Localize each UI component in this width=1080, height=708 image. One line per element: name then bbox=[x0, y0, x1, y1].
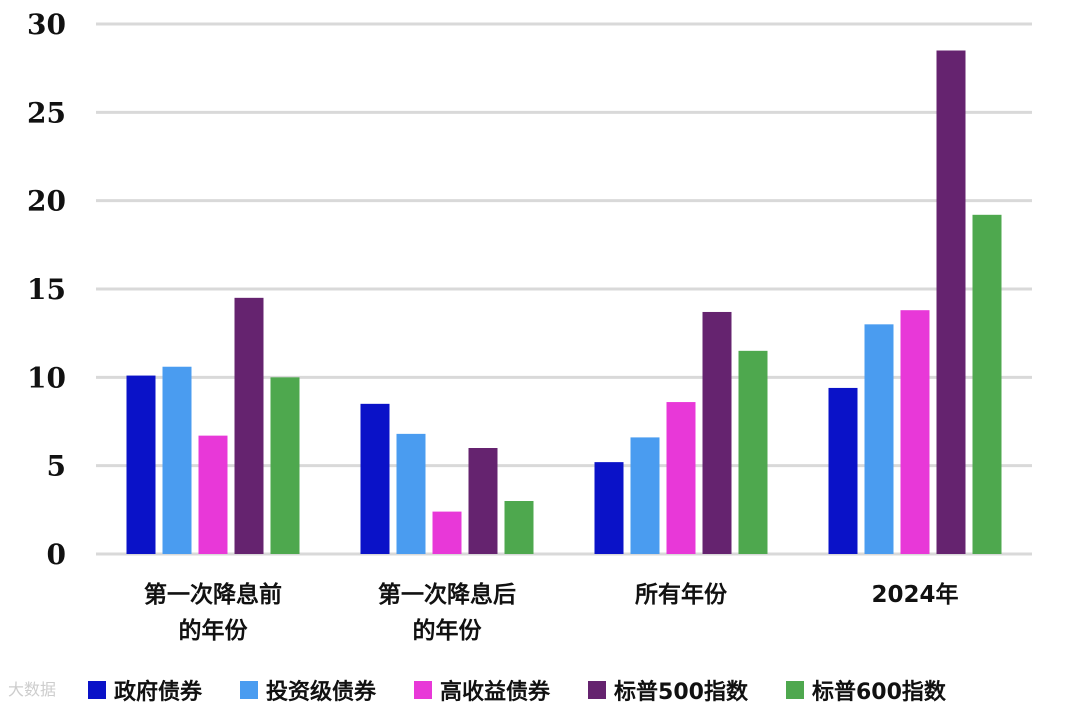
legend-swatch bbox=[88, 681, 106, 699]
x-tick-label: 第一次降息前的年份 bbox=[144, 581, 282, 644]
bar bbox=[198, 435, 228, 554]
bar bbox=[666, 402, 696, 554]
legend-swatch bbox=[785, 681, 804, 699]
bar bbox=[396, 433, 426, 554]
bar-chart: 0 5 10 15 20 25 30 第一次降息前的年份 第一次降息后的年份 所有年份 2024年 bbox=[27, 8, 1032, 644]
y-axis: 0 5 10 15 20 25 30 bbox=[27, 8, 66, 571]
bar bbox=[594, 462, 624, 554]
bar bbox=[126, 375, 156, 554]
legend-swatch bbox=[414, 681, 433, 699]
y-tick-label: 30 bbox=[27, 8, 66, 41]
bar bbox=[270, 377, 300, 554]
bar bbox=[972, 214, 1002, 555]
bar bbox=[630, 437, 660, 554]
bar bbox=[234, 297, 264, 554]
y-tick-label: 5 bbox=[47, 450, 66, 483]
x-tick-label: 2024年 bbox=[871, 581, 958, 608]
legend-swatch bbox=[588, 681, 607, 699]
y-tick-label: 10 bbox=[27, 361, 66, 394]
bars bbox=[126, 50, 1002, 555]
legend-item: 政府债券 bbox=[88, 674, 202, 706]
legend-item: 标普500指数 bbox=[588, 674, 748, 706]
watermark: 大数据 bbox=[8, 680, 57, 699]
bar bbox=[864, 324, 894, 554]
legend-label: 政府债券 bbox=[114, 680, 203, 705]
legend-item: 标普600指数 bbox=[785, 674, 946, 706]
legend-swatch bbox=[240, 681, 259, 699]
bar bbox=[828, 387, 858, 554]
x-axis: 第一次降息前的年份 第一次降息后的年份 所有年份 2024年 bbox=[144, 581, 959, 644]
legend-label: 标普600指数 bbox=[811, 680, 946, 705]
y-tick-label: 15 bbox=[27, 273, 66, 306]
legend-label: 标普500指数 bbox=[614, 680, 748, 705]
x-tick-label: 第一次降息后的年份 bbox=[378, 581, 516, 644]
bar bbox=[360, 403, 390, 554]
y-tick-label: 25 bbox=[27, 96, 66, 129]
bar bbox=[702, 311, 732, 554]
y-tick-label: 20 bbox=[27, 185, 66, 218]
bar bbox=[504, 501, 534, 554]
legend-item: 投资级债券 bbox=[240, 674, 376, 706]
x-tick-label: 所有年份 bbox=[635, 581, 728, 608]
bar bbox=[900, 310, 930, 554]
legend-item: 高收益债券 bbox=[414, 674, 550, 706]
y-tick-label: 0 bbox=[47, 538, 66, 571]
bar bbox=[432, 511, 462, 554]
legend-label: 投资级债券 bbox=[266, 680, 377, 705]
bar bbox=[162, 366, 192, 554]
legend: 政府债券 投资级债券 高收益债券 标普500指数 标普600指数 bbox=[88, 674, 984, 706]
bar bbox=[468, 448, 498, 554]
bar bbox=[738, 350, 768, 554]
bar bbox=[936, 50, 966, 554]
legend-label: 高收益债券 bbox=[440, 680, 551, 705]
